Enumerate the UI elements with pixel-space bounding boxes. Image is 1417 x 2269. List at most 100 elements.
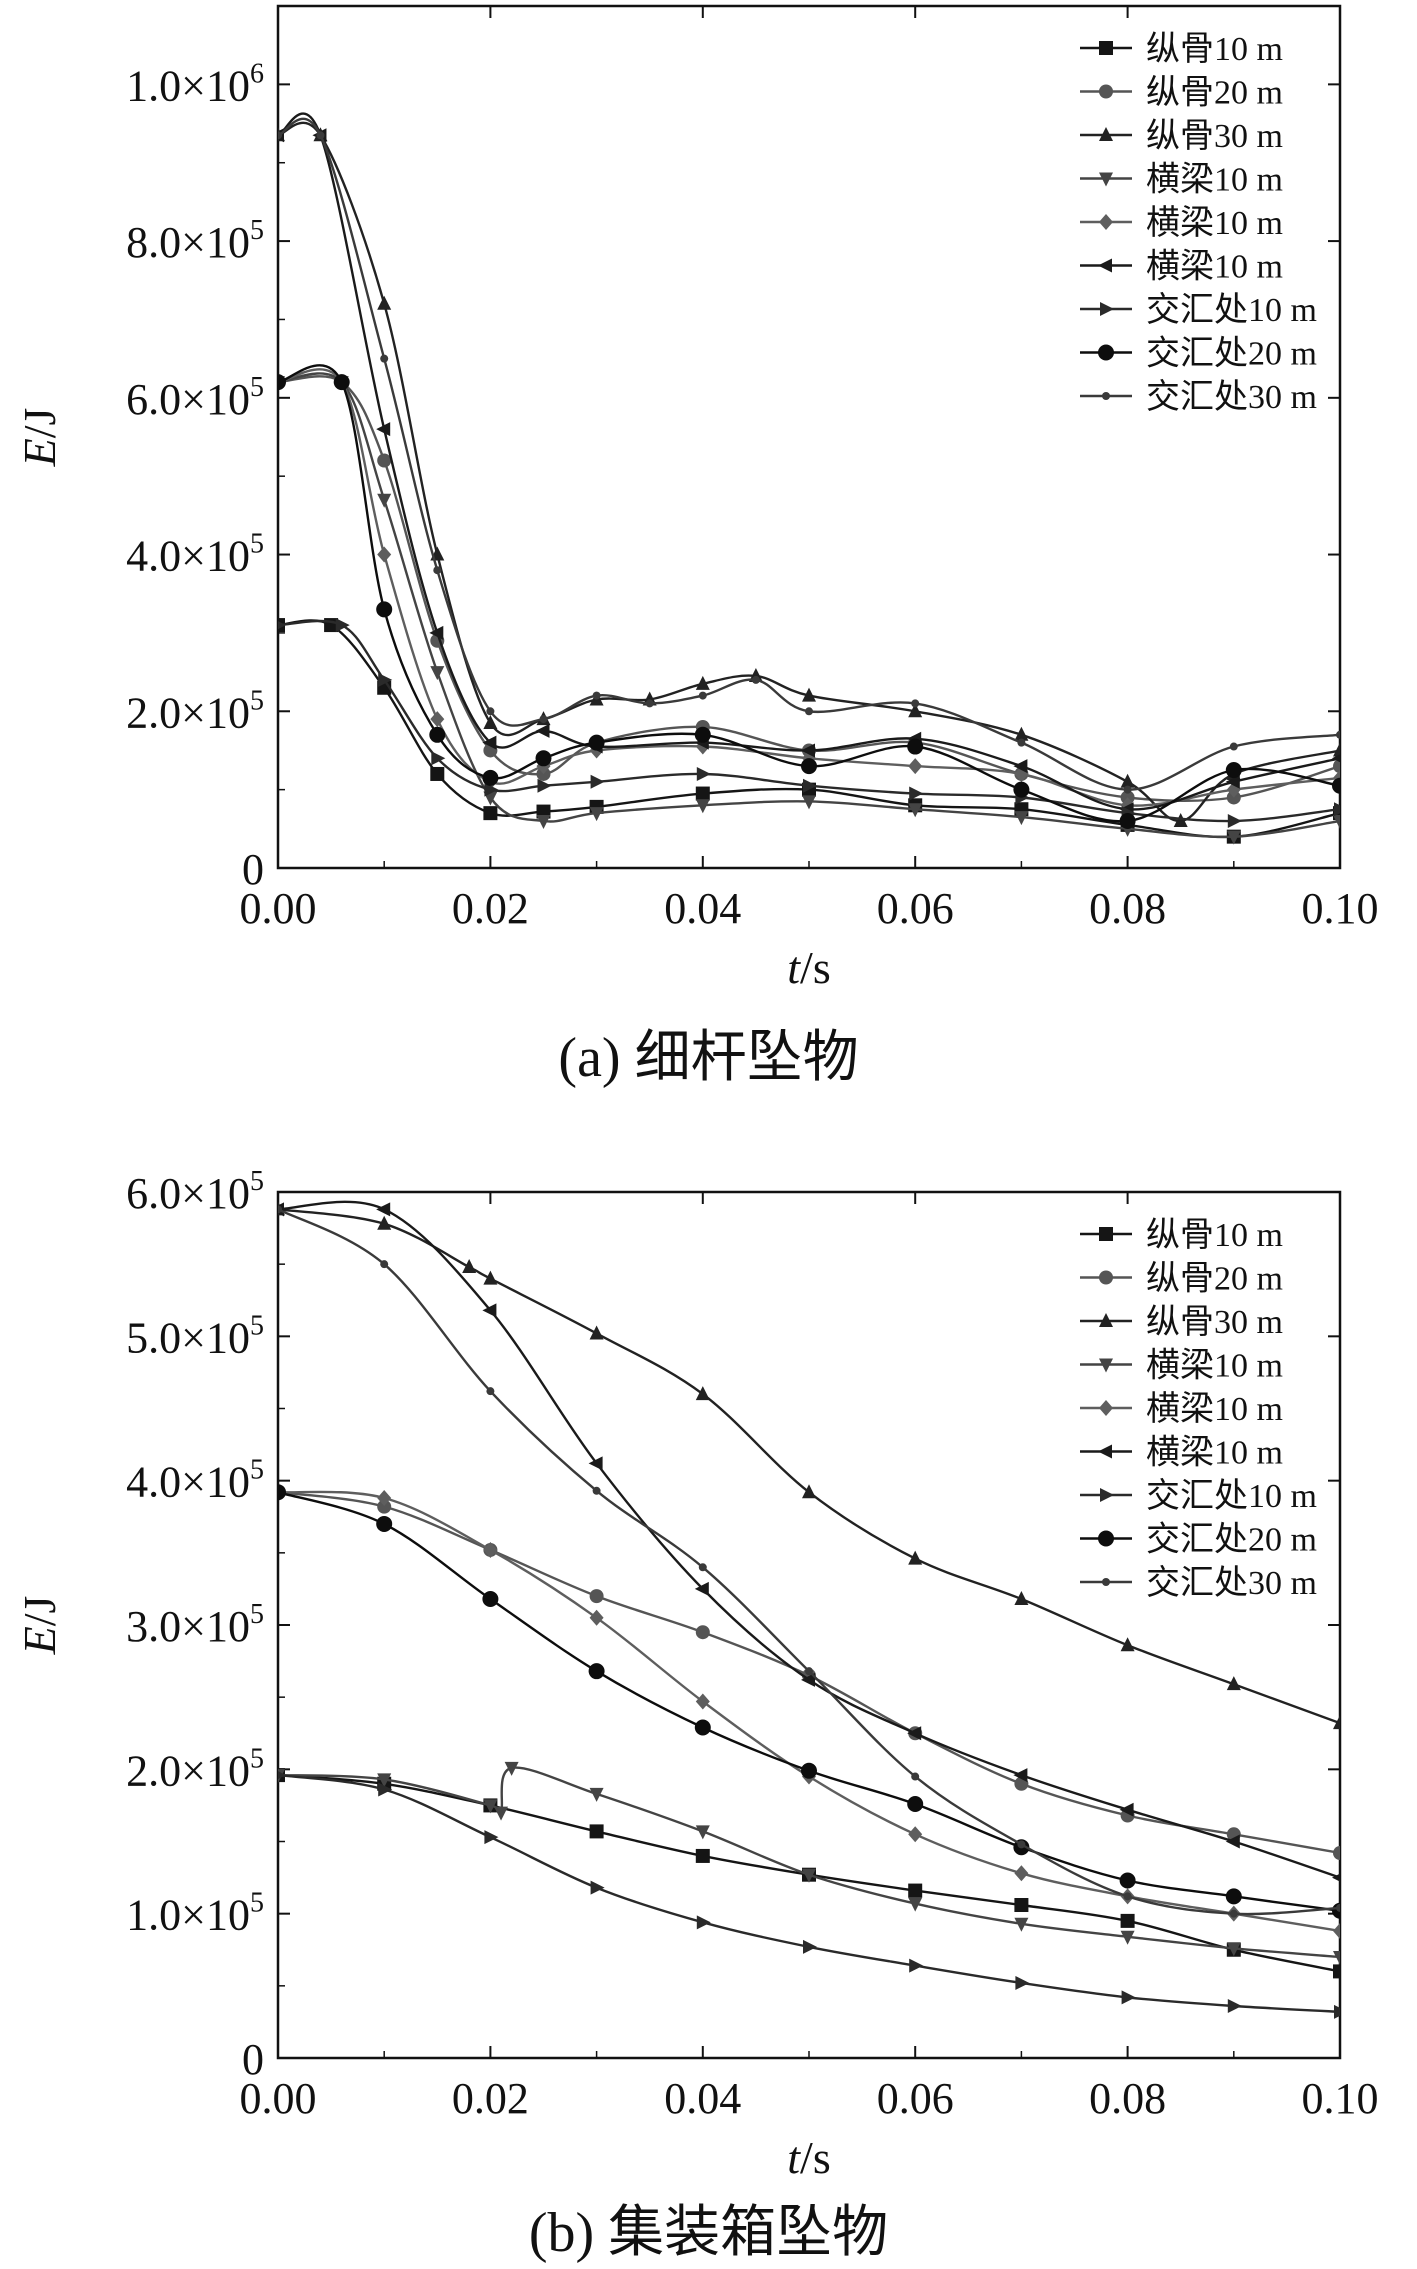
chart-b-y-tick-label: 2.0×105 xyxy=(126,1743,264,1795)
chart-a-y-tick-label: 1.0×106 xyxy=(126,58,264,110)
chart-a-x-tick-label: 0.08 xyxy=(1089,884,1166,933)
chart-a-series-2-point xyxy=(1173,812,1188,827)
chart-a-series-8-point xyxy=(911,699,920,708)
chart-b-y-tick-base: 2.0×10 xyxy=(126,1746,250,1795)
chart-a-series-3 xyxy=(278,372,1340,845)
chart-a-series-3-point xyxy=(802,795,816,810)
chart-b-series-1-point xyxy=(1333,1846,1340,1861)
chart-b-y-tick-base: 1.0×10 xyxy=(126,1891,250,1940)
chart-a-series-0-point xyxy=(483,806,498,821)
chart-b-series-8-point xyxy=(380,1260,389,1269)
chart-a-series-4-point xyxy=(430,711,445,728)
chart-b-series-0-point xyxy=(1120,1913,1135,1928)
chart-a-series-8-point xyxy=(1123,785,1132,794)
chart-a-x-tick-label: 0.04 xyxy=(664,884,741,933)
chart-a-legend-label: 交汇处20 m xyxy=(1146,335,1317,373)
chart-b-legend-marker xyxy=(1098,1530,1114,1547)
chart-b-x-axis-label: t/s xyxy=(787,2132,830,2183)
chart-a-x-tick-label: 0.06 xyxy=(877,884,954,933)
chart-a-series-7-point xyxy=(907,738,924,755)
chart-a-y-tick-exp: 5 xyxy=(250,685,264,716)
chart-a-legend-label: 交汇处10 m xyxy=(1146,291,1317,329)
chart-b-series-0-point xyxy=(908,1883,923,1898)
chart-b-legend-label: 横梁10 m xyxy=(1146,1434,1283,1472)
chart-a-series-8-point xyxy=(805,707,813,716)
chart-a-y-tick-base: 2.0×10 xyxy=(126,688,250,737)
chart-b-y-tick-label: 1.0×105 xyxy=(126,1888,264,1940)
chart-b-series-8-point xyxy=(486,1387,495,1396)
chart-b-series-7 xyxy=(278,1484,1340,1919)
chart-a-series-7-point xyxy=(588,734,605,751)
chart-a-series-3-point xyxy=(430,666,445,681)
chart-b-y-tick-label: 4.0×105 xyxy=(126,1455,264,1507)
chart-a-legend-label: 交汇处30 m xyxy=(1146,378,1317,416)
chart-a-series-2-line xyxy=(278,121,1340,823)
chart-b-series-5-point xyxy=(1119,1802,1134,1817)
chart-b-y-tick-label: 3.0×105 xyxy=(126,1599,264,1651)
chart-a-series-1-point xyxy=(377,453,392,468)
chart-b-series-3-point xyxy=(504,1761,519,1776)
chart-b-series-6-point xyxy=(1334,2004,1340,2019)
chart-a-legend: 纵骨10 m 纵骨20 m 纵骨30 m 横梁10 m 横梁10 m 横梁10 m 交汇处1… xyxy=(1080,31,1317,416)
chart-b-series-5-point xyxy=(694,1581,709,1596)
chart-a-series-0-point xyxy=(695,786,710,801)
chart-b-y-axis-symbol: E xyxy=(14,1626,65,1655)
chart-a-x-tick-label: 0.10 xyxy=(1302,884,1379,933)
chart-a-y-tick-exp: 5 xyxy=(250,372,264,403)
chart-a-series-7-point xyxy=(801,758,817,775)
chart-b-y-tick-base: 3.0×10 xyxy=(126,1602,250,1651)
chart-panel-b: 0.00 0.02 0.04 0.06 0.08 0.10 0 1.0×105 2.0×105 3… xyxy=(0,1130,1417,2269)
chart-a-series-8-point xyxy=(698,691,707,700)
chart-a-series-7-point xyxy=(1225,762,1242,779)
chart-b-series-5-point xyxy=(482,1303,497,1318)
chart-b-series-7-point xyxy=(694,1719,711,1736)
chart-a-series-6-point xyxy=(278,621,286,630)
chart-b-series-1-point xyxy=(695,1625,710,1640)
chart-b-series-3-point xyxy=(1226,1942,1241,1957)
chart-b-series-1 xyxy=(278,1485,1340,1861)
chart-a-legend-marker xyxy=(1100,302,1114,316)
chart-b-x-tick-label: 0.00 xyxy=(240,2074,317,2123)
chart-b-series-2-point xyxy=(483,1270,498,1285)
chart-b-series-4-point xyxy=(1333,1922,1340,1939)
chart-b-series-2-point xyxy=(462,1259,477,1274)
chart-a-caption: (a) 细杆坠物 xyxy=(558,1027,859,1089)
chart-a-series-7-point xyxy=(429,726,446,743)
chart-a-series-7-point xyxy=(376,601,393,618)
chart-a-series-7-point xyxy=(535,750,552,767)
chart-b-series-5-point xyxy=(1332,1873,1340,1882)
chart-b-y-axis-label: E/J xyxy=(14,1596,65,1656)
chart-a-series-3-point xyxy=(1226,830,1241,845)
chart-a-legend-marker xyxy=(1098,344,1114,361)
chart-a-y-tick-base: 1.0×10 xyxy=(126,61,250,110)
chart-b-series-6-point xyxy=(590,1880,605,1895)
chart-a-series-2-point xyxy=(377,295,392,310)
chart-a-series-5-point xyxy=(429,625,444,640)
chart-a-series-3-point xyxy=(1333,814,1340,829)
chart-a-series-3-line xyxy=(278,372,1340,839)
chart-a-series-1-point xyxy=(1333,759,1340,774)
chart-b-series-5-point xyxy=(801,1672,815,1687)
chart-b-series-8 xyxy=(278,1205,1340,1918)
chart-b-series-7-point xyxy=(1119,1872,1136,1889)
chart-b-legend-label: 交汇处20 m xyxy=(1146,1521,1317,1559)
chart-a-y-axis-label: E/J xyxy=(14,408,65,468)
chart-b-series-7-point xyxy=(278,1484,286,1501)
chart-b-legend-marker xyxy=(1099,1400,1113,1416)
chart-b-legend-marker xyxy=(1099,1313,1113,1327)
chart-b-series-5-point xyxy=(1013,1768,1028,1783)
chart-a-series-8-point xyxy=(1229,742,1238,751)
chart-b-series-6-point xyxy=(1015,1975,1030,1990)
chart-b-svg: 0.00 0.02 0.04 0.06 0.08 0.1001.0×1052.0×1053… xyxy=(14,1166,1379,2183)
chart-a-series-5-point xyxy=(1225,774,1240,789)
chart-b-series-3-point xyxy=(483,1799,498,1814)
chart-b-x-tick-label: 0.10 xyxy=(1302,2074,1379,2123)
chart-a-series-8-point xyxy=(1017,738,1026,747)
chart-a-series-8-point xyxy=(539,715,548,724)
chart-a-series-4-point xyxy=(377,546,392,563)
chart-a-series-4-point xyxy=(908,758,923,775)
chart-a-series-2-point xyxy=(1014,726,1029,741)
chart-b-x-tick-label: 0.08 xyxy=(1089,2074,1166,2123)
chart-b-series-5-point xyxy=(1225,1834,1240,1849)
chart-a-legend-marker xyxy=(1102,392,1110,400)
